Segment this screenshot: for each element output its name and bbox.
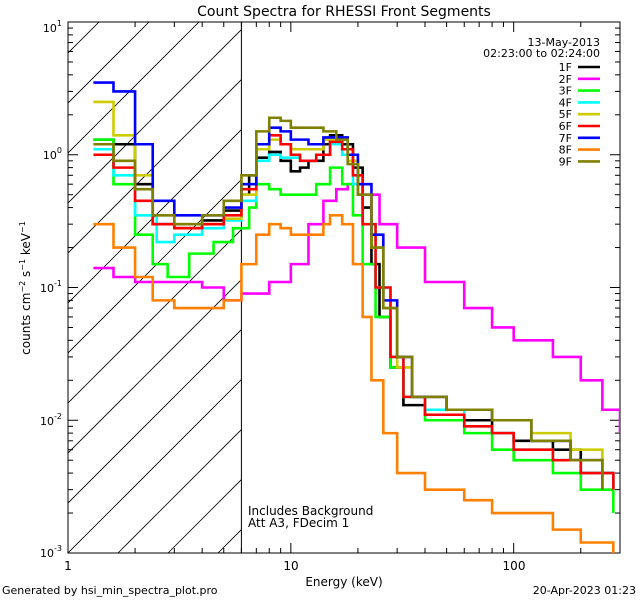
hatch-line <box>217 529 242 553</box>
y-axis-ticks <box>68 21 620 554</box>
date-label: 13-May-2013 <box>528 36 600 49</box>
svg-text:counts cm−2 s−1 keV−1: counts cm−2 s−1 keV−1 <box>18 221 33 355</box>
hatch-line <box>318 0 640 553</box>
svg-text:10-3: 10-3 <box>40 544 62 560</box>
hatch-line <box>68 229 242 404</box>
hatch-line <box>618 0 640 553</box>
series-line-3F <box>93 138 615 514</box>
svg-text:10-1: 10-1 <box>40 279 62 295</box>
hatch-line <box>518 0 640 553</box>
x-axis-ticks <box>67 22 621 553</box>
x-tick-label: 10 <box>283 559 298 573</box>
svg-text:10-2: 10-2 <box>40 412 62 428</box>
series-line-6F <box>93 134 615 490</box>
hatch-line <box>68 129 242 304</box>
y-axis-label: counts cm−2 s−1 keV−1 <box>18 221 33 355</box>
hatch-line <box>368 0 640 553</box>
time-range-label: 02:23:00 to 02:24:00 <box>483 47 600 60</box>
y-tick-label: 10-2 <box>40 412 62 428</box>
footer-generated: Generated by hsi_min_spectra_plot.pro <box>2 584 218 597</box>
note-background: Includes Background <box>248 504 373 518</box>
y-tick-label: 100 <box>43 146 62 162</box>
series-lines <box>93 81 620 553</box>
hatch-line <box>568 0 640 553</box>
attenuated-hatch-region <box>68 0 640 553</box>
hatch-line <box>68 29 242 204</box>
plot-area <box>67 21 621 554</box>
chart-title: Count Spectra for RHESSI Front Segments <box>197 4 491 20</box>
note-attenuator: Att A3, FDecim 1 <box>248 516 349 530</box>
svg-text:101: 101 <box>43 19 62 35</box>
legend-label-4F: 4F <box>559 96 572 109</box>
hatch-line <box>68 79 242 254</box>
y-tick-label: 101 <box>43 19 62 35</box>
hatch-line <box>117 429 242 553</box>
legend-label-9F: 9F <box>559 155 572 168</box>
svg-text:100: 100 <box>43 146 62 162</box>
legend-label-2F: 2F <box>559 73 572 86</box>
x-axis-label: Energy (keV) <box>305 575 382 589</box>
footer-timestamp: 20-Apr-2023 01:23 <box>533 584 636 597</box>
y-tick-label: 10-1 <box>40 279 62 295</box>
hatch-line <box>68 379 242 553</box>
hatch-line <box>418 0 640 553</box>
legend-label-8F: 8F <box>559 144 572 157</box>
legend-label-1F: 1F <box>559 61 572 74</box>
series-line-2F <box>93 182 620 434</box>
legend-label-6F: 6F <box>559 120 572 133</box>
x-tick-label: 100 <box>503 559 526 573</box>
legend-label-3F: 3F <box>559 85 572 98</box>
x-tick-label: 1 <box>64 559 72 573</box>
hatch-line <box>68 179 242 354</box>
hatch-line <box>68 279 242 454</box>
hatch-line <box>68 22 150 104</box>
series-line-9F <box>93 116 604 490</box>
legend-label-7F: 7F <box>559 132 572 145</box>
hatch-line <box>268 0 640 553</box>
hatch-line <box>68 329 242 504</box>
legend-label-5F: 5F <box>559 108 572 121</box>
series-line-8F <box>93 213 615 553</box>
y-tick-label: 10-3 <box>40 544 62 560</box>
